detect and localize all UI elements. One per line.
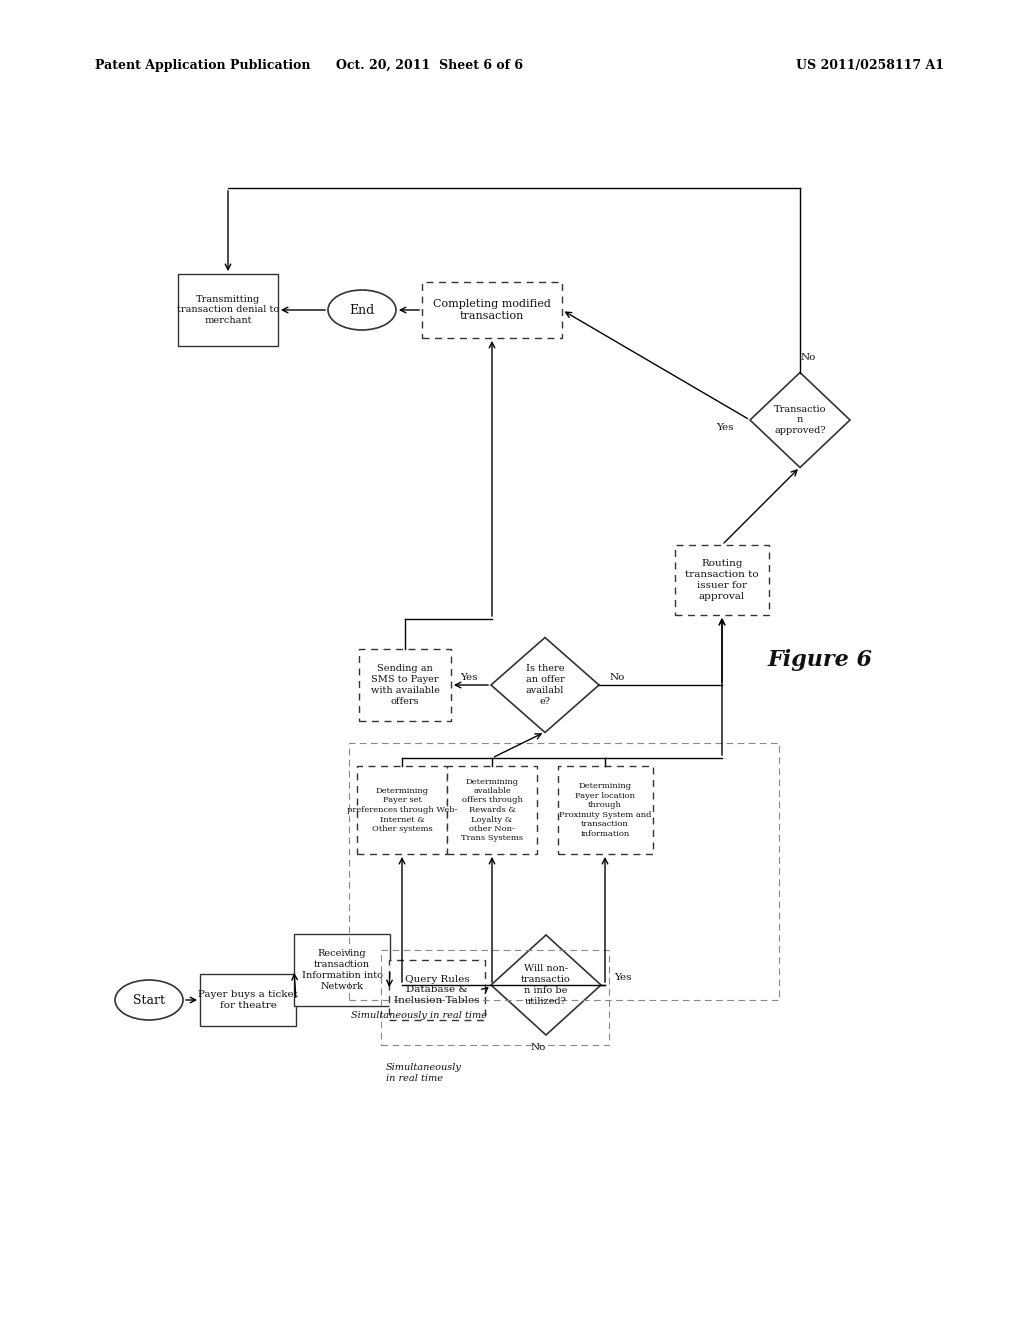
Text: Transactio
n
approved?: Transactio n approved? xyxy=(774,405,826,436)
Text: Patent Application Publication: Patent Application Publication xyxy=(95,58,310,71)
FancyBboxPatch shape xyxy=(389,960,485,1020)
Text: Determining
available
offers through
Rewards &
Loyalty &
other Non-
Trans System: Determining available offers through Rew… xyxy=(461,777,523,842)
Text: Simultaneously in real time: Simultaneously in real time xyxy=(351,1011,487,1020)
Text: Determining
Payer location
through
Proximity System and
transaction
information: Determining Payer location through Proxi… xyxy=(559,783,651,838)
Text: Query Rules
Database &
Inclusion Tables: Query Rules Database & Inclusion Tables xyxy=(394,974,480,1006)
FancyBboxPatch shape xyxy=(178,275,278,346)
Text: Oct. 20, 2011  Sheet 6 of 6: Oct. 20, 2011 Sheet 6 of 6 xyxy=(337,58,523,71)
Text: Yes: Yes xyxy=(614,973,632,982)
Text: Will non-
transactio
n info be
utilized?: Will non- transactio n info be utilized? xyxy=(521,965,570,1006)
Text: No: No xyxy=(801,354,816,363)
Text: Start: Start xyxy=(133,994,165,1006)
Ellipse shape xyxy=(328,290,396,330)
Text: Yes: Yes xyxy=(460,672,478,681)
FancyBboxPatch shape xyxy=(557,766,652,854)
Text: Sending an
SMS to Payer
with available
offers: Sending an SMS to Payer with available o… xyxy=(371,664,439,706)
FancyBboxPatch shape xyxy=(357,766,447,854)
FancyBboxPatch shape xyxy=(200,974,296,1026)
FancyBboxPatch shape xyxy=(447,766,537,854)
FancyBboxPatch shape xyxy=(675,545,769,615)
FancyBboxPatch shape xyxy=(422,282,562,338)
Text: Yes: Yes xyxy=(716,424,734,433)
Text: Determining
Payer set
preferences through Web-
Internet &
Other systems: Determining Payer set preferences throug… xyxy=(347,787,458,833)
Text: End: End xyxy=(349,304,375,317)
Polygon shape xyxy=(750,372,850,467)
Text: US 2011/0258117 A1: US 2011/0258117 A1 xyxy=(796,58,944,71)
Polygon shape xyxy=(490,935,601,1035)
Text: Payer buys a ticket
for theatre: Payer buys a ticket for theatre xyxy=(198,990,298,1010)
Ellipse shape xyxy=(115,979,183,1020)
Text: No: No xyxy=(609,672,625,681)
Polygon shape xyxy=(490,638,599,733)
Text: Is there
an offer
availabl
e?: Is there an offer availabl e? xyxy=(525,664,564,706)
Text: No: No xyxy=(530,1043,546,1052)
FancyBboxPatch shape xyxy=(359,649,451,721)
FancyBboxPatch shape xyxy=(294,935,390,1006)
Text: Receiving
transaction
Information into
Network: Receiving transaction Information into N… xyxy=(301,949,383,990)
Text: Simultaneously
in real time: Simultaneously in real time xyxy=(386,1064,462,1082)
Text: Routing
transaction to
issuer for
approval: Routing transaction to issuer for approv… xyxy=(685,560,759,601)
Text: Figure 6: Figure 6 xyxy=(768,649,872,671)
Text: Completing modified
transaction: Completing modified transaction xyxy=(433,300,551,321)
Text: Transmitting
transaction denial to
merchant: Transmitting transaction denial to merch… xyxy=(177,294,280,325)
